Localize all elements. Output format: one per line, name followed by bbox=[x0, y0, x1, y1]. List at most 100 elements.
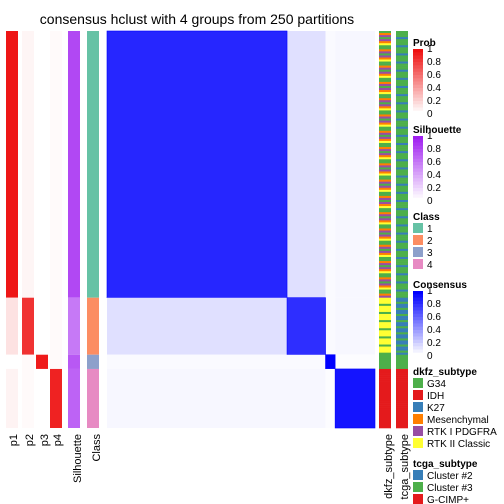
dkfz-subtype-cell bbox=[379, 98, 391, 101]
tcga-subtype-cell bbox=[396, 330, 408, 333]
dkfz-subtype-cell bbox=[379, 202, 391, 205]
tcga-subtype-cell bbox=[396, 37, 408, 40]
dkfz-subtype-cell bbox=[379, 122, 391, 125]
legend-gradient-silhouette bbox=[413, 171, 423, 176]
consensus-block-3-1 bbox=[107, 354, 288, 369]
legend-title-prob: Prob bbox=[413, 38, 436, 49]
legend-tick-silhouette: 0.8 bbox=[427, 144, 441, 155]
legend-tick-prob: 0.4 bbox=[427, 83, 441, 94]
tcga-subtype-cell bbox=[396, 338, 408, 341]
legend-gradient-consensus bbox=[413, 297, 423, 302]
tcga-subtype-cell bbox=[396, 53, 408, 56]
consensus-block-1-3 bbox=[325, 31, 336, 298]
consensus-block-3-2 bbox=[287, 354, 326, 369]
tcga-subtype-cell bbox=[396, 67, 408, 70]
tcga-subtype-cell bbox=[396, 43, 408, 46]
dkfz-subtype-cell bbox=[379, 49, 391, 52]
dkfz-subtype-cell bbox=[379, 383, 391, 386]
dkfz-subtype-cell bbox=[379, 373, 391, 376]
dkfz-subtype-cell bbox=[379, 151, 391, 154]
class-cell-4 bbox=[87, 368, 99, 428]
tcga-subtype-cell bbox=[396, 377, 408, 380]
dkfz-subtype-cell bbox=[379, 43, 391, 46]
dkfz-subtype-cell bbox=[379, 391, 391, 394]
dkfz-subtype-cell bbox=[379, 303, 391, 307]
tcga-subtype-cell bbox=[396, 108, 408, 111]
tcga-subtype-cell bbox=[396, 173, 408, 176]
dkfz-subtype-cell bbox=[379, 169, 391, 172]
tcga-subtype-cell bbox=[396, 411, 408, 415]
legend-gradient-prob bbox=[413, 110, 423, 115]
legend-item-dkfz-subtype: RTK II Classic bbox=[427, 439, 490, 450]
dkfz-subtype-cell bbox=[379, 236, 391, 239]
dkfz-subtype-cell bbox=[379, 352, 391, 356]
tcga-subtype-cell bbox=[396, 238, 408, 241]
tcga-subtype-cell bbox=[396, 175, 408, 178]
class-cell-3 bbox=[87, 354, 99, 369]
tcga-subtype-cell bbox=[396, 289, 408, 292]
silhouette-cell-class-2 bbox=[68, 297, 80, 355]
tcga-subtype-cell bbox=[396, 364, 408, 368]
tcga-subtype-cell bbox=[396, 136, 408, 140]
tcga-subtype-cell bbox=[396, 112, 408, 115]
consensus-block-4-1 bbox=[107, 368, 288, 428]
legend-gradient-prob bbox=[413, 68, 423, 73]
legend-item-dkfz-subtype: Mesenchymal bbox=[427, 415, 489, 426]
dkfz-subtype-cell bbox=[379, 417, 391, 421]
legend-gradient-prob bbox=[413, 52, 423, 56]
dkfz-subtype-cell bbox=[379, 370, 391, 374]
tcga-subtype-cell bbox=[396, 218, 408, 221]
dkfz-subtype-cell bbox=[379, 45, 391, 48]
dkfz-subtype-cell bbox=[379, 206, 391, 209]
tcga-subtype-cell bbox=[396, 248, 408, 252]
column-label-class: Class bbox=[91, 434, 103, 462]
dkfz-subtype-cell bbox=[379, 118, 391, 121]
legend-gradient-consensus bbox=[413, 352, 423, 357]
annotation-columns bbox=[6, 31, 408, 429]
legend-gradient-consensus bbox=[413, 294, 423, 298]
dkfz-subtype-cell bbox=[379, 330, 391, 333]
legend-swatch-dkfz-subtype bbox=[413, 378, 423, 388]
consensus-block-1-1 bbox=[107, 31, 288, 298]
tcga-subtype-cell bbox=[396, 98, 408, 101]
dkfz-subtype-cell bbox=[379, 33, 391, 36]
tcga-subtype-cell bbox=[396, 293, 408, 296]
legend-swatch-dkfz-subtype bbox=[413, 402, 423, 412]
dkfz-subtype-cell bbox=[379, 275, 391, 278]
tcga-subtype-cell bbox=[396, 208, 408, 211]
tcga-subtype-cell bbox=[396, 375, 408, 378]
dkfz-subtype-cell bbox=[379, 316, 391, 319]
legend-tick-prob: 1 bbox=[427, 44, 433, 55]
tcga-subtype-cell bbox=[396, 399, 408, 402]
dkfz-subtype-cell bbox=[379, 197, 391, 201]
dkfz-subtype-cell bbox=[379, 114, 391, 117]
column-labels: p1 p2 p3 p4 Silhouette Class dkfz_subtype tcga_… bbox=[8, 434, 411, 500]
tcga-subtype-cell bbox=[396, 191, 408, 195]
tcga-subtype-cell bbox=[396, 285, 408, 288]
dkfz-subtype-cell bbox=[379, 171, 391, 174]
tcga-subtype-cell bbox=[396, 81, 408, 85]
consensus-block-2-1 bbox=[107, 297, 288, 355]
dkfz-subtype-cell bbox=[379, 267, 391, 270]
dkfz-subtype-cell bbox=[379, 106, 391, 109]
tcga-subtype-cell bbox=[396, 417, 408, 421]
dkfz-subtype-cell bbox=[379, 368, 391, 372]
tcga-subtype-cell bbox=[396, 45, 408, 48]
tcga-subtype-cell bbox=[396, 181, 408, 184]
column-label-p1: p1 bbox=[8, 434, 20, 446]
legend-gradient-consensus bbox=[413, 336, 423, 341]
legend-item-dkfz-subtype: RTK I PDGFRA bbox=[427, 427, 497, 438]
dkfz-subtype-cell bbox=[379, 75, 391, 79]
dkfz-subtype-cell bbox=[379, 130, 391, 134]
tcga-subtype-cell bbox=[396, 297, 408, 301]
legend-gradient-silhouette bbox=[413, 178, 423, 182]
dkfz-subtype-cell bbox=[379, 350, 391, 353]
legend-gradient-silhouette bbox=[413, 136, 423, 140]
tcga-subtype-cell bbox=[396, 254, 408, 258]
tcga-subtype-cell bbox=[396, 55, 408, 58]
dkfz-subtype-cell bbox=[379, 301, 391, 305]
consensus-block-4-2 bbox=[287, 368, 326, 428]
tcga-subtype-cell bbox=[396, 383, 408, 386]
tcga-subtype-cell bbox=[396, 185, 408, 189]
legend-gradient-silhouette bbox=[413, 145, 423, 150]
